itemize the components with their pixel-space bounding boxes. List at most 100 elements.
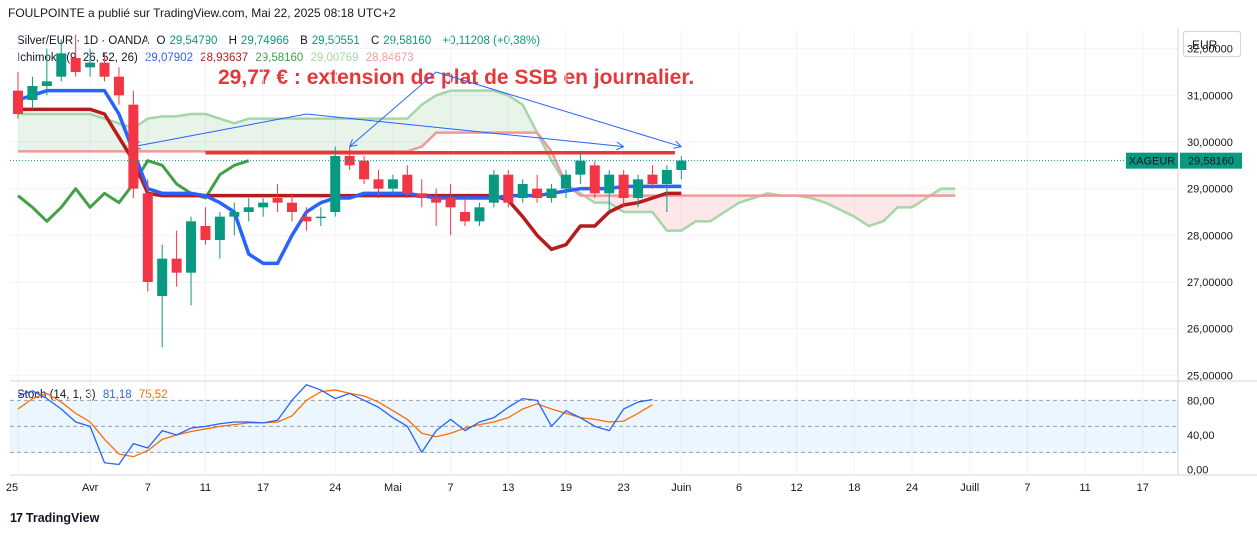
tv-logo-icon: 17	[10, 511, 23, 525]
candle-body	[373, 179, 384, 189]
candle-body	[243, 207, 254, 212]
candle-body	[661, 170, 672, 184]
cloud-segment	[248, 118, 264, 152]
cloud-segment	[90, 114, 105, 152]
cloud-segment	[594, 195, 610, 203]
symbol-name[interactable]: Silver/EUR · 1D · OANDA	[17, 35, 150, 47]
candle-body	[70, 58, 81, 72]
cloud-segment	[364, 118, 379, 152]
stoch-axis-label: 0,00	[1187, 465, 1208, 477]
axes: XAGEUR 29,58160 32,00000 31,00000 30,00000 29…	[6, 44, 1242, 494]
candle-body	[27, 86, 38, 100]
ichimoku-kijun-value: 28,93637	[200, 52, 249, 64]
grid	[10, 28, 1257, 476]
time-axis-label: 25	[6, 482, 18, 494]
time-axis-label: 7	[1024, 482, 1030, 494]
time-axis-label: Juin	[671, 482, 691, 494]
symbol-tag-bg	[1126, 152, 1178, 169]
candle-body	[546, 188, 557, 198]
candle-body	[460, 212, 471, 222]
pattern-line	[306, 113, 624, 148]
chart-annotation: 29,77 € : extension de plat de SSB en jo…	[218, 66, 695, 89]
cloud-segment	[839, 195, 855, 217]
candle-body	[142, 193, 153, 282]
cloud-segment	[479, 90, 494, 133]
candle-body	[13, 90, 23, 114]
stoch-d-value: 75,52	[138, 389, 168, 401]
ohlc-close: C 29,58160	[370, 35, 432, 47]
candle-body	[200, 226, 211, 240]
candle-body	[589, 165, 600, 194]
pattern-arrowhead	[349, 144, 358, 148]
candle-body	[258, 202, 269, 208]
ichimoku-ssb-value: 28,84673	[365, 52, 414, 64]
cloud-segment	[147, 116, 163, 152]
candle-body	[387, 179, 398, 189]
pattern-line	[349, 71, 437, 148]
candle-body	[85, 62, 96, 68]
cloud-segment	[940, 188, 956, 196]
pattern-arrowhead	[675, 140, 682, 148]
candle-body	[171, 258, 182, 273]
cloud-segment	[724, 195, 739, 212]
candle-body	[315, 216, 326, 219]
ichimoku-cloud	[18, 90, 956, 231]
candle-body	[301, 216, 312, 222]
candle-body	[359, 160, 370, 180]
cloud-segment	[825, 195, 840, 210]
candles	[13, 34, 687, 348]
stoch-d-line	[17, 389, 653, 458]
tradingview-logo[interactable]: 17 TradingView	[10, 511, 100, 525]
symbol-tag-label: XAGEUR	[1129, 156, 1176, 168]
time-axis-label: 24	[906, 482, 918, 494]
stoch-axis-label: 40,00	[1187, 430, 1215, 442]
candle-body	[604, 174, 615, 194]
pattern-arrowhead	[673, 146, 682, 149]
candle-body	[647, 174, 658, 184]
candle-body	[560, 174, 571, 189]
cloud-segment	[681, 195, 696, 231]
candle-body	[575, 160, 586, 175]
time-axis-label: 24	[329, 482, 341, 494]
candle-body	[99, 62, 110, 77]
cloud-segment	[306, 118, 321, 152]
cloud-segment	[263, 118, 278, 152]
ichimoku-tenkan-value: 29,07902	[145, 52, 193, 64]
cloud-segment	[46, 114, 62, 152]
candle-body	[229, 212, 240, 217]
stoch-axis-label: 80,00	[1187, 395, 1215, 407]
candle-body	[128, 104, 139, 189]
candle-body	[214, 216, 225, 240]
cloud-segment	[508, 95, 523, 133]
cloud-segment	[191, 114, 206, 152]
time-axis-label: 12	[791, 482, 803, 494]
time-axis-label: Juill	[960, 482, 979, 494]
last-price-tag-bg	[1180, 152, 1242, 169]
cloud-segment	[450, 90, 466, 133]
candle-body	[618, 174, 629, 198]
time-axis-label: 23	[618, 482, 630, 494]
candle-body	[517, 184, 528, 198]
price-axis-label: 29,00000	[1187, 184, 1233, 196]
price-axis-label: 25,00000	[1187, 370, 1233, 382]
cloud-segment	[104, 118, 119, 152]
ichimoku-chikou-value: 29,58160	[255, 52, 304, 64]
candle-body	[431, 198, 442, 203]
cloud-segment	[897, 195, 913, 208]
time-axis-label: 6	[736, 482, 742, 494]
cloud-segment	[61, 114, 76, 152]
candle-body	[56, 53, 67, 77]
currency-button[interactable]: EUR	[1183, 31, 1241, 57]
time-axis-label: 17	[257, 482, 269, 494]
candle-body	[157, 258, 168, 296]
time-axis-label: 18	[848, 482, 860, 494]
cloud-segment	[465, 90, 480, 133]
time-axis-label: 17	[1137, 482, 1149, 494]
cloud-segment	[666, 195, 682, 231]
stoch-name[interactable]: Stoch (14, 1, 3)	[17, 389, 96, 401]
stoch-k-value: 81,18	[102, 389, 132, 401]
time-axis-label: 19	[560, 482, 572, 494]
price-axis-label: 30,00000	[1187, 137, 1233, 149]
cloud-segment	[868, 195, 884, 226]
